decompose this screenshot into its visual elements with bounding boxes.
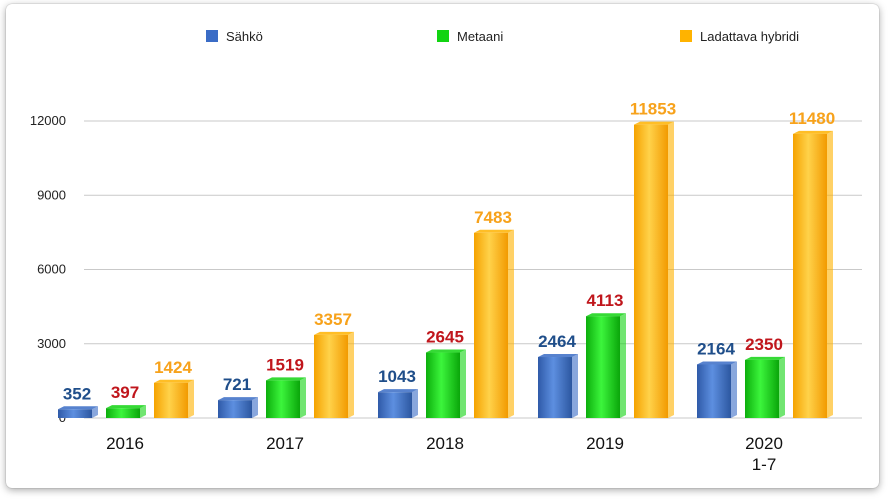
data-label: 2350: [745, 335, 783, 354]
data-label: 1519: [266, 355, 304, 374]
bar: [793, 130, 833, 418]
y-tick-label: 12000: [30, 113, 66, 128]
gridlines: [84, 120, 862, 419]
category-label: 2019: [586, 434, 624, 453]
category-label: 2018: [426, 434, 464, 453]
y-axis-ticks: 030006000900012000: [30, 113, 66, 425]
legend: Sähkö Metaani Ladattava hybridi: [206, 29, 799, 44]
legend-label: Metaani: [457, 29, 503, 44]
bar: [378, 389, 418, 418]
y-tick-label: 9000: [37, 187, 66, 202]
data-label: 11480: [789, 109, 835, 128]
bar: [106, 405, 146, 418]
category-label: 2017: [266, 434, 304, 453]
legend-label: Sähkö: [226, 29, 263, 44]
bar: [218, 397, 258, 418]
bar: [586, 313, 626, 418]
legend-label: Ladattava hybridi: [700, 29, 799, 44]
data-label: 2645: [426, 328, 464, 347]
bar: [538, 354, 578, 418]
legend-item: Ladattava hybridi: [680, 29, 799, 44]
legend-swatch: [680, 30, 692, 42]
legend-swatch: [206, 30, 218, 42]
bar: [314, 331, 354, 418]
legend-swatch: [437, 30, 449, 42]
y-tick-label: 6000: [37, 262, 66, 277]
category-label: 2020 1-7: [745, 434, 783, 474]
data-label: 7483: [474, 208, 512, 227]
data-label: 1424: [154, 358, 192, 377]
data-labels: 352 397 1424 721 1519 3357 1043 2645 7483 2464 411…: [63, 100, 835, 404]
data-label: 4113: [587, 291, 624, 310]
data-label: 2464: [538, 332, 576, 351]
bar: [634, 121, 674, 419]
bar: [426, 349, 466, 418]
legend-item: Sähkö: [206, 29, 263, 44]
data-label: 11853: [630, 100, 676, 119]
bar: [697, 361, 737, 418]
bar: [154, 379, 194, 418]
category-label: 2016: [106, 434, 144, 453]
bar: [58, 406, 98, 418]
data-label: 721: [223, 375, 251, 394]
bars: [58, 121, 833, 419]
data-label: 397: [111, 383, 139, 402]
bar: [474, 229, 514, 418]
bar: [266, 377, 306, 418]
data-label: 2164: [697, 339, 735, 358]
legend-item: Metaani: [437, 29, 503, 44]
category-labels: 2016 2017 2018 2019 2020 1-7: [106, 434, 783, 474]
bar: [745, 356, 785, 418]
data-label: 3357: [314, 310, 352, 329]
y-tick-label: 3000: [37, 336, 66, 351]
data-label: 352: [63, 384, 91, 403]
data-label: 1043: [378, 367, 416, 386]
